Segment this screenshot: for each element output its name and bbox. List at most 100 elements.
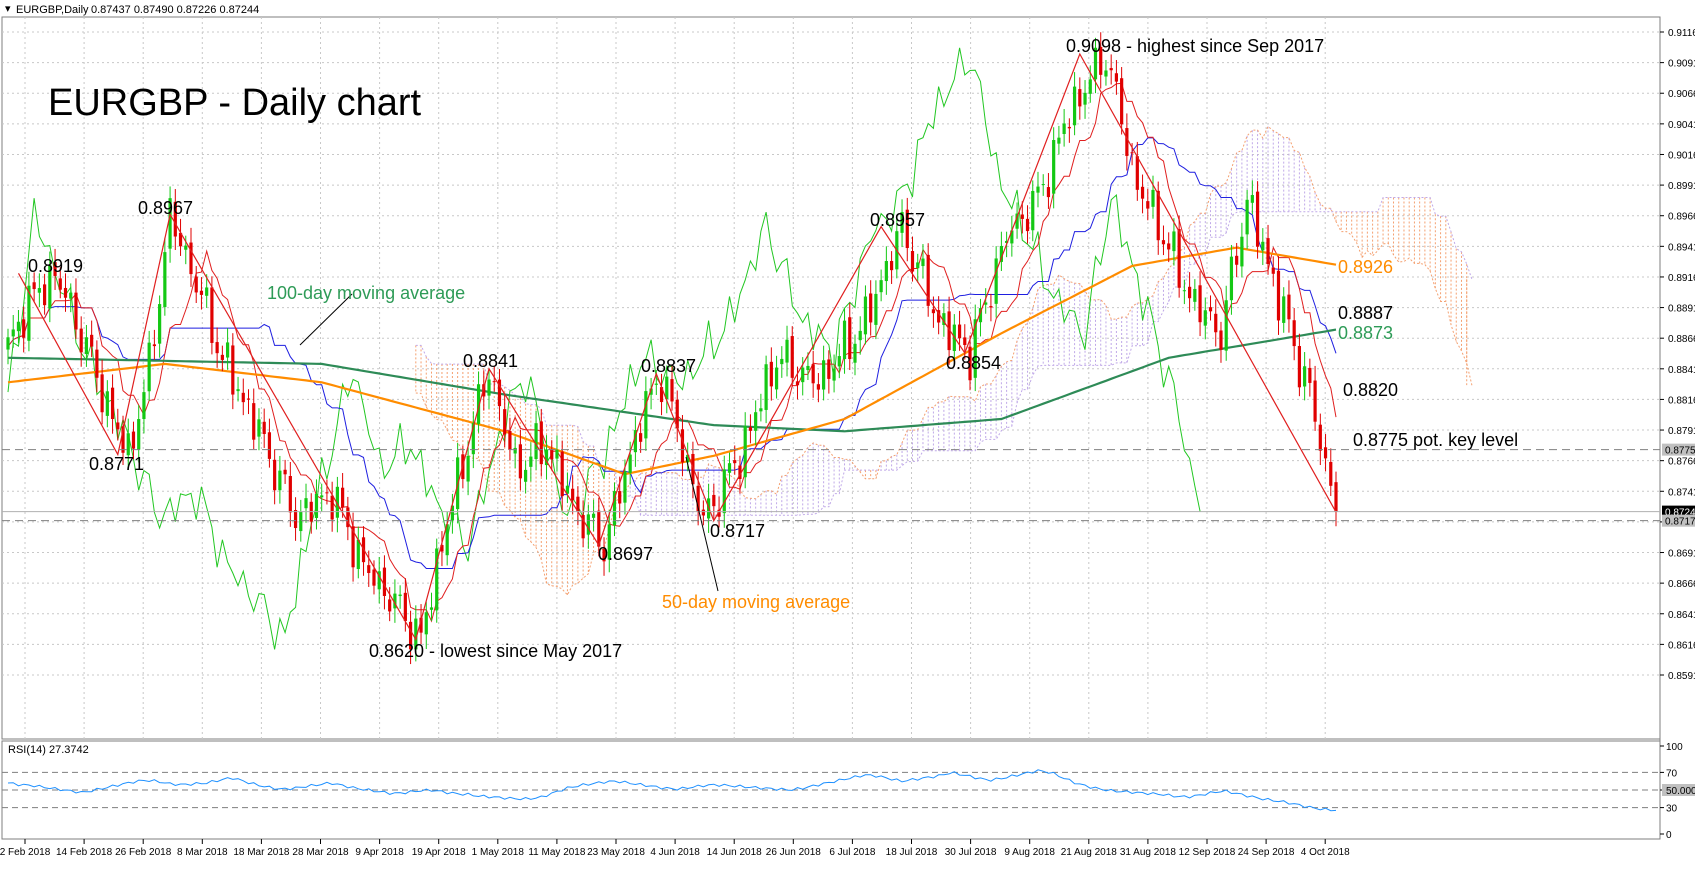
candle-body	[105, 391, 109, 416]
candle-body	[273, 459, 277, 491]
candle-body	[278, 470, 282, 491]
price-tick-label: 0.88660	[1668, 334, 1695, 345]
candle-body	[639, 433, 643, 442]
candle-body	[419, 617, 423, 633]
candle-body	[597, 510, 601, 547]
rsi-indicator: 100 70 50.0000 30 0	[2, 742, 1695, 841]
candle-body	[670, 379, 674, 402]
candle-body	[560, 451, 564, 497]
candle-body	[628, 454, 632, 473]
price-tick-label: 0.88910	[1668, 304, 1695, 315]
candle-body	[1208, 307, 1213, 312]
rsi-tag-bg	[1662, 784, 1695, 796]
candle-body	[858, 330, 862, 341]
candle-body	[759, 408, 763, 412]
candle-body	[1297, 346, 1302, 388]
candle-body	[748, 427, 753, 431]
candle-body	[1219, 330, 1223, 350]
indicator-lines	[7, 47, 1337, 650]
candle-body	[1057, 137, 1061, 144]
menu-triangle-icon[interactable]: ▾	[5, 3, 11, 15]
candle-body	[811, 364, 815, 384]
candle-body	[989, 306, 993, 308]
candle-body	[900, 212, 904, 233]
candle-body	[215, 342, 219, 354]
time-tick-label: 31 Aug 2018	[1120, 847, 1177, 858]
candle-body	[503, 409, 507, 435]
candle-body	[356, 539, 360, 569]
candle-body	[414, 618, 418, 650]
candle-body	[1120, 78, 1124, 125]
time-tick-label: 2 Feb 2018	[0, 847, 51, 858]
candle-body	[1052, 140, 1056, 194]
candle-body	[889, 260, 894, 271]
candle-body	[1235, 255, 1239, 265]
candle-body	[372, 569, 376, 586]
candle-body	[74, 292, 78, 330]
100dma-leader-line	[299, 293, 353, 346]
candle-body	[126, 433, 130, 456]
rsi-tick-label: 50.0000	[1666, 786, 1695, 797]
candle-body	[435, 548, 439, 611]
candle-body	[727, 463, 732, 473]
candle-body	[1266, 238, 1270, 265]
candle-body	[722, 469, 726, 514]
candle-body	[1099, 46, 1103, 75]
candle-body	[931, 309, 936, 314]
candle-body	[947, 311, 951, 351]
candle-body	[571, 488, 575, 501]
candle-body	[173, 201, 177, 237]
candle-body	[142, 392, 146, 420]
candle-body	[1114, 73, 1119, 82]
price-tick-label: 0.87410	[1668, 487, 1695, 498]
candle-body	[984, 302, 988, 305]
candle-body	[184, 245, 188, 250]
price-tick-label: 0.90410	[1668, 120, 1695, 131]
candle-body	[476, 384, 481, 424]
candle-body	[612, 491, 617, 526]
candle-body	[189, 242, 193, 275]
50-day-moving-average-line	[7, 246, 1337, 476]
candle-body	[79, 328, 83, 353]
candle-body	[1329, 461, 1333, 486]
candle-body	[69, 292, 73, 299]
candle-body	[696, 485, 700, 513]
candle-body	[586, 514, 590, 535]
candle-body	[231, 345, 235, 395]
candle-body	[63, 287, 68, 298]
time-tick-label: 30 Jul 2018	[945, 847, 997, 858]
candle-body	[377, 571, 381, 590]
candle-body	[220, 354, 224, 360]
candle-body	[22, 319, 26, 338]
candle-body	[701, 509, 705, 516]
candle-body	[241, 392, 245, 403]
tenkan-sen	[7, 82, 1337, 623]
candle-body	[633, 430, 638, 453]
candle-body	[518, 444, 522, 479]
candle-body	[152, 344, 156, 347]
time-tick-label: 28 Mar 2018	[292, 847, 349, 858]
label-0-8820: 0.8820	[1343, 380, 1398, 400]
candle-body	[738, 465, 742, 479]
chikou-span	[7, 47, 1201, 650]
candle-body	[581, 514, 585, 539]
candle-body	[1318, 424, 1322, 451]
candle-body	[607, 524, 611, 560]
label-0-8926: 0.8926	[1338, 257, 1393, 277]
candle-body	[733, 460, 737, 464]
candle-body	[393, 593, 397, 609]
time-tick-label: 24 Sep 2018	[1238, 847, 1295, 858]
candle-body	[963, 337, 967, 346]
candle-body	[555, 450, 559, 459]
candle-body	[801, 367, 805, 383]
candle-body	[774, 367, 779, 390]
label-0-8854: 0.8854	[946, 353, 1001, 373]
candle-body	[550, 449, 554, 460]
candle-body	[649, 388, 653, 395]
candle-body	[53, 262, 57, 276]
candle-body	[1088, 79, 1092, 94]
candle-body	[1031, 190, 1035, 231]
candle-body	[1323, 447, 1328, 459]
